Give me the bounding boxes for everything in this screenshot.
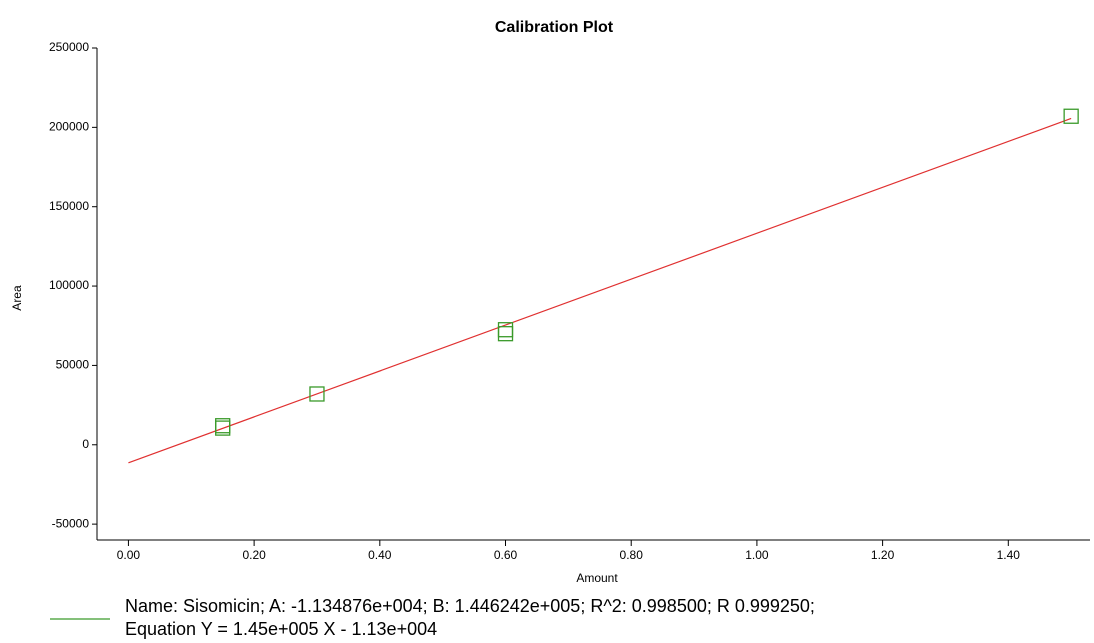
- chart-title: Calibration Plot: [495, 19, 614, 36]
- x-tick-label: 1.20: [871, 548, 895, 562]
- x-tick-label: 0.40: [368, 548, 392, 562]
- y-tick-label: 250000: [49, 40, 89, 54]
- fit-line: [128, 117, 1072, 464]
- x-tick-label: 0.20: [242, 548, 266, 562]
- x-axis-label: Amount: [576, 571, 618, 585]
- point: [497, 322, 514, 338]
- x-tick-label: 1.00: [745, 548, 769, 562]
- legend-text: Name: Sisomicin; A: -1.134876e+004; B: 1…: [125, 596, 815, 616]
- y-tick-label: -50000: [52, 516, 90, 530]
- y-tick-label: 0: [82, 437, 89, 451]
- x-tick-label: 0.80: [620, 548, 644, 562]
- y-tick-label: 50000: [56, 358, 90, 372]
- point: [309, 386, 325, 402]
- point: [497, 326, 514, 342]
- y-tick-label: 200000: [49, 120, 89, 134]
- legend-text: Equation Y = 1.45e+005 X - 1.13e+004: [125, 619, 437, 639]
- y-axis-label: Area: [10, 285, 24, 311]
- x-tick-label: 0.00: [117, 548, 141, 562]
- y-tick-label: 150000: [49, 199, 89, 213]
- point: [1063, 108, 1079, 124]
- x-tick-label: 0.60: [494, 548, 518, 562]
- y-tick-label: 100000: [49, 278, 89, 292]
- point: [215, 418, 231, 434]
- x-tick-label: 1.40: [997, 548, 1021, 562]
